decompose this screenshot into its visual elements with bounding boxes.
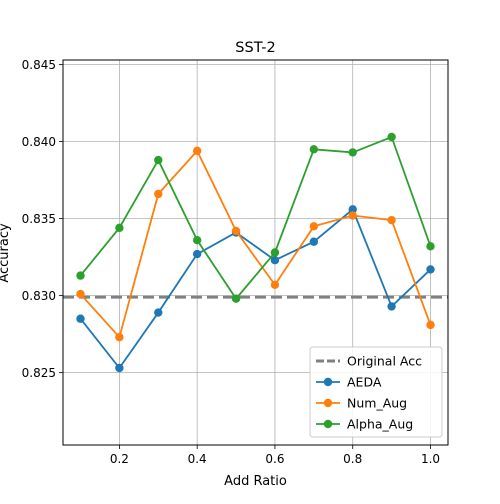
data-point-alpha-aug [309, 145, 319, 154]
data-point-num-aug [76, 289, 85, 299]
y-tick-label: 0.835 [22, 212, 56, 226]
data-point-num-aug [115, 333, 124, 342]
data-point-num-aug [387, 215, 396, 225]
series-num-aug [76, 146, 435, 342]
data-point-num-aug [309, 222, 319, 231]
data-point-aeda [309, 237, 319, 246]
data-point-aeda [348, 205, 357, 214]
x-tick-label: 0.6 [265, 452, 284, 466]
x-tick-label: 1.0 [421, 452, 440, 466]
data-point-alpha-aug [192, 235, 202, 245]
series-line-alpha-aug [79, 135, 432, 301]
y-tick-label: 0.845 [22, 58, 56, 72]
series-alpha-aug [76, 132, 435, 303]
legend-label-aeda: AEDA [347, 375, 382, 390]
data-point-aeda [387, 302, 396, 311]
data-point-alpha-aug [348, 148, 357, 157]
data-point-num-aug [192, 146, 202, 156]
data-point-alpha-aug [387, 132, 396, 142]
data-point-num-aug [348, 211, 357, 220]
data-point-alpha-aug [426, 242, 435, 251]
y-tick-label: 0.830 [22, 289, 56, 303]
data-point-aeda [426, 265, 435, 274]
data-point-aeda [192, 249, 202, 259]
x-tick-label: 0.4 [188, 452, 207, 466]
y-tick-label: 0.825 [22, 366, 56, 380]
x-tick-label: 0.2 [110, 452, 129, 466]
data-point-num-aug [270, 280, 280, 290]
legend-label-alpha-aug: Alpha_Aug [347, 417, 413, 432]
data-point-alpha-aug [76, 271, 85, 280]
data-point-alpha-aug [231, 294, 241, 303]
axes-frame [62, 59, 449, 446]
data-point-alpha-aug [154, 155, 163, 165]
y-axis-label: Accuracy [0, 223, 12, 283]
data-point-num-aug [231, 226, 241, 236]
legend-label-num-aug: Num_Aug [347, 396, 407, 411]
legend-label-original-acc: Original Acc [347, 354, 422, 369]
data-point-alpha-aug [270, 248, 280, 257]
data-point-aeda [154, 308, 163, 317]
series-line-num-aug [79, 149, 432, 340]
ticks: 0.2 0.4 0.6 0.8 1.0 0.825 0.830 0.835 0.840 0.845 [22, 58, 440, 466]
data-point-aeda [76, 314, 85, 323]
data-point-aeda [115, 363, 124, 373]
legend-box [309, 346, 443, 438]
series-line-aeda [79, 207, 432, 370]
x-axis-label: Add Ratio [224, 474, 287, 489]
grid [63, 60, 448, 445]
chart-title: SST-2 [235, 40, 275, 56]
data-point-num-aug [426, 320, 435, 330]
legend-marker-aeda [323, 377, 333, 387]
x-tick-label: 0.8 [343, 452, 362, 466]
legend: Original Acc AEDA Num_Aug Alpha_Aug [309, 346, 443, 438]
legend-marker-alpha-aug [323, 419, 333, 429]
legend-marker-num-aug [323, 398, 333, 408]
data-point-aeda [270, 256, 280, 265]
series-layer [76, 132, 435, 373]
series-aeda [76, 205, 435, 373]
y-tick-label: 0.840 [22, 135, 56, 149]
data-point-alpha-aug [115, 223, 124, 233]
data-point-num-aug [154, 189, 163, 199]
